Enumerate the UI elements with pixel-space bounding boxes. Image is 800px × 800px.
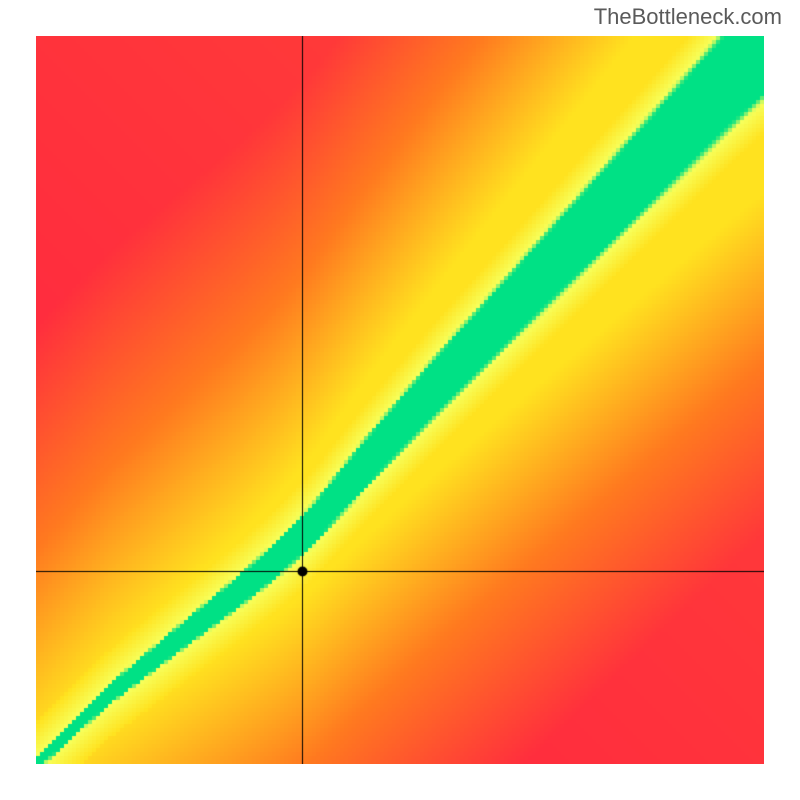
heatmap-canvas [36,36,764,764]
watermark-text: TheBottleneck.com [594,4,782,30]
chart-container: TheBottleneck.com [0,0,800,800]
heatmap-frame [36,36,764,764]
